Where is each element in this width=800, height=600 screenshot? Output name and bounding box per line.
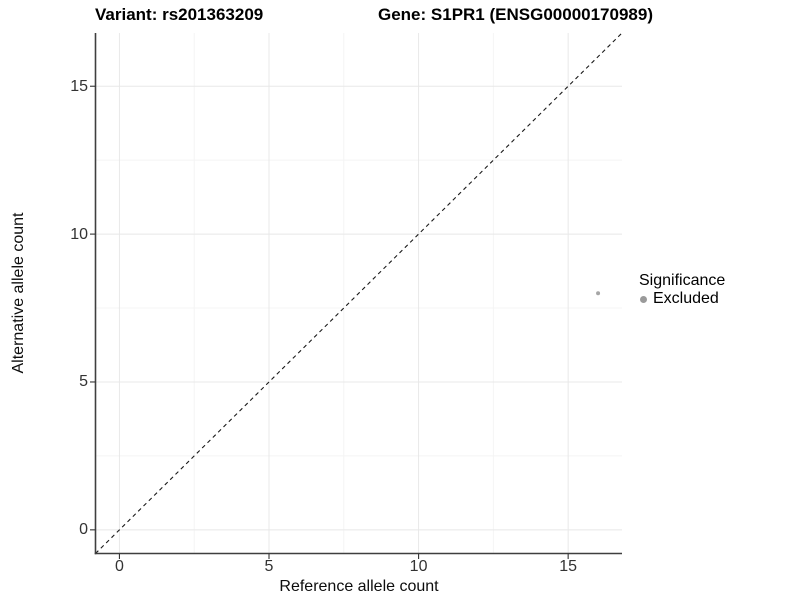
y-axis-title: Alternative allele count [10,212,27,374]
y-tick-label: 5 [79,373,88,391]
x-tick-label: 15 [559,558,578,575]
x-axis-title: Reference allele count [279,578,439,595]
y-tick-label: 15 [70,77,88,95]
gene-title: Gene: S1PR1 (ENSG00000170989) [378,5,653,24]
y-tick-label: 0 [79,521,88,539]
excluded-point-icon [640,295,647,303]
legend-item-excluded: Excluded [636,290,725,308]
legend-title: Significance [639,272,726,289]
legend: Significance Excluded [636,272,725,308]
y-tick-label: 10 [70,225,88,243]
identity-dashed-line [95,32,623,554]
x-tick-label: 0 [114,558,124,575]
x-tick-label: 5 [264,558,274,575]
x-tick-label: 10 [409,558,428,575]
variant-title: Variant: rs201363209 [95,5,264,24]
data-point [596,291,601,296]
legend-item-label: Excluded [653,290,719,307]
